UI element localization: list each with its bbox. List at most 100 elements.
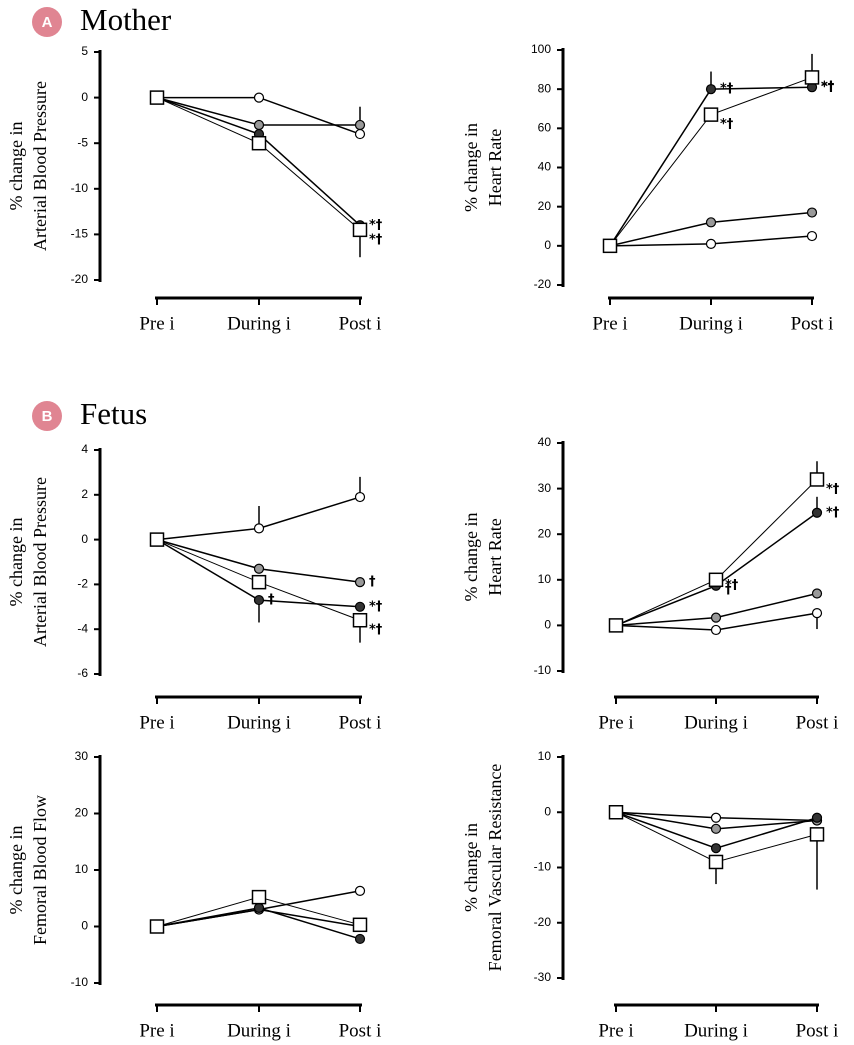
y-tick-label: -10 [534,663,552,677]
marker-square [149,532,165,547]
y-tick-label: -2 [77,577,88,591]
y-tick-label: 0 [544,238,551,252]
section-badge [32,401,62,431]
significance-label: *† [821,80,835,95]
x-tick-label: Post i [796,1020,839,1041]
marker-circle [710,823,722,834]
y-tick-label: -10 [534,860,552,874]
series-line [615,479,818,626]
marker-circle [253,523,265,534]
marker-square [602,238,618,254]
x-tick-label: During i [679,313,743,334]
marker-square [804,70,820,85]
y-axis-label: Arterial Blood Pressure [30,477,50,647]
y-tick-label: 40 [538,435,552,449]
marker-circle [811,812,823,823]
y-tick-label: 10 [75,862,89,876]
marker-square [708,854,724,870]
y-axis-label: % change in [461,513,481,602]
marker-circle [253,902,265,913]
y-tick-label: 10 [538,572,552,586]
significance-label: *† [826,482,840,497]
y-tick-label: -30 [534,970,552,984]
significance-label: *† [369,623,383,638]
marker-circle [253,563,265,574]
y-tick-label: 30 [538,481,552,495]
marker-circle [354,128,366,140]
y-axis-label: % change in [6,122,26,211]
y-axis-label: % change in [461,123,481,212]
significance-label: *† [821,80,835,95]
marker-square [251,135,267,151]
significance-label: *† [720,117,734,132]
y-axis-label: Heart Rate [485,518,505,595]
section-letter: A [42,14,53,31]
significance-label: *† [826,505,840,520]
y-axis-label: Femoral Vascular Resistance [485,764,505,972]
marker-circle [354,885,366,897]
marker-circle [710,812,722,823]
section-badge [32,7,62,37]
marker-circle [354,119,366,131]
y-tick-label: -20 [534,915,552,929]
marker-circle [811,507,823,518]
x-tick-label: Pre i [598,1020,633,1041]
x-tick-label: Pre i [139,1020,174,1041]
y-tick-label: 100 [531,42,551,56]
y-tick-label: 0 [81,90,88,104]
y-tick-label: -10 [71,181,89,195]
marker-circle [253,594,265,606]
series-line [615,512,818,627]
x-tick-label: Pre i [592,313,627,334]
y-tick-label: 4 [81,442,88,456]
y-axis-label: % change in [6,518,26,607]
y-tick-label: -15 [71,227,89,241]
y-tick-label: 10 [538,749,552,763]
x-tick-label: Post i [339,712,382,733]
y-tick-label: 80 [538,81,552,95]
marker-square [149,90,165,105]
marker-square [608,805,624,820]
x-tick-label: During i [684,712,748,733]
x-tick-label: Pre i [598,712,633,733]
section-letter: B [42,408,53,425]
significance-label: † [268,593,275,608]
y-tick-label: 20 [538,199,552,213]
y-tick-label: 0 [544,618,551,632]
x-tick-label: During i [684,1020,748,1041]
marker-circle [354,601,366,612]
marker-circle [253,119,265,131]
marker-circle [253,92,265,103]
y-tick-label: 2 [81,487,88,501]
y-tick-label: -20 [71,272,89,286]
marker-circle [806,207,818,218]
y-axis-label: Arterial Blood Pressure [30,81,50,251]
y-tick-label: -5 [77,135,88,149]
marker-square [608,618,624,633]
marker-circle [705,238,717,249]
series-line [156,97,361,231]
y-axis-label: Femoral Blood Flow [30,795,50,945]
marker-circle [354,933,366,945]
marker-circle [806,230,818,242]
x-tick-label: Post i [791,313,834,334]
marker-circle [710,624,722,636]
y-tick-label: 30 [75,749,89,763]
x-tick-label: Post i [796,712,839,733]
significance-label: *† [369,232,383,247]
marker-circle [354,577,366,588]
y-axis-label: % change in [6,826,26,915]
y-tick-label: 20 [75,806,89,820]
y-tick-label: 60 [538,121,552,135]
significance-label: *† [725,578,739,593]
y-tick-label: 0 [81,919,88,933]
marker-square [703,107,719,122]
y-tick-label: 40 [538,160,552,174]
marker-circle [811,588,823,599]
marker-circle [705,217,717,228]
x-tick-label: Pre i [139,313,174,334]
y-axis-label: % change in [461,823,481,912]
y-tick-label: 5 [81,44,88,58]
y-axis-label: Heart Rate [485,129,505,206]
x-tick-label: Post i [339,1020,382,1041]
